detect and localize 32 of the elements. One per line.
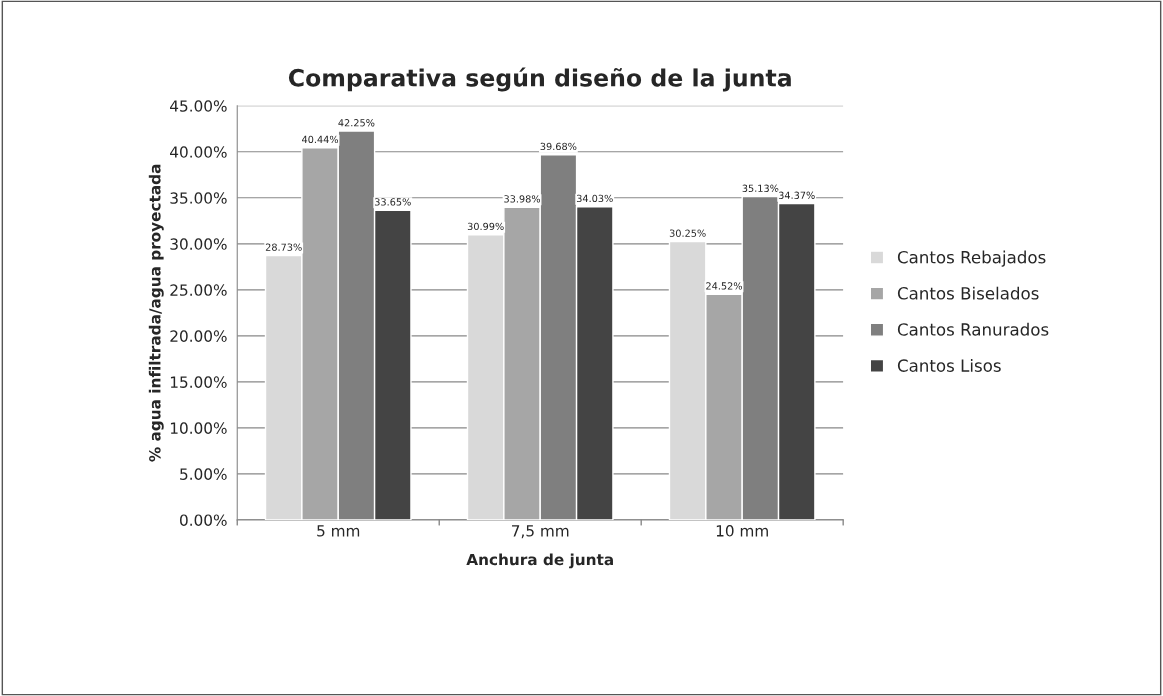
y-axis-title: % agua infiltrada/agua proyectada (148, 164, 164, 462)
data-label: 30.99% (467, 222, 504, 231)
x-tick-label: 10 mm (716, 525, 768, 537)
y-tick-label: 5.00% (180, 468, 227, 480)
y-tick-label: 30.00% (170, 238, 227, 250)
y-tick-label: 10.00% (170, 422, 227, 434)
y-tick-label: 45.00% (170, 100, 227, 112)
data-label: 33.65% (374, 198, 411, 206)
y-tick-label: 40.00% (170, 146, 227, 158)
x-tick-label: 5 mm (317, 525, 360, 537)
y-tick-label: 15.00% (170, 376, 227, 388)
x-axis-title: Anchura de junta (466, 553, 613, 569)
legend-label: Cantos Lisos (897, 358, 1001, 372)
y-tick-label: 20.00% (170, 330, 227, 342)
data-label: 24.52% (706, 282, 743, 290)
y-tick-label: 0.00% (180, 514, 227, 526)
data-label: 40.44% (302, 135, 339, 144)
chart-title: Comparativa según diseño de la junta (288, 67, 791, 92)
data-label: 30.25% (669, 229, 706, 237)
legend-label: Cantos Rebajados (897, 250, 1046, 267)
data-label: 42.25% (338, 119, 375, 127)
data-label: 28.73% (265, 243, 302, 251)
legend-label: Cantos Ranurados (897, 322, 1049, 336)
y-tick-label: 35.00% (170, 192, 227, 204)
legend-label: Cantos Biselados (897, 286, 1039, 300)
data-label: 34.03% (576, 194, 613, 203)
x-tick-label: 7,5 mm (512, 525, 569, 539)
data-label: 35.13% (742, 184, 779, 192)
data-label: 39.68% (540, 142, 577, 151)
y-tick-label: 25.00% (170, 284, 227, 296)
data-label: 34.37% (778, 191, 815, 199)
data-label: 33.98% (504, 195, 541, 203)
